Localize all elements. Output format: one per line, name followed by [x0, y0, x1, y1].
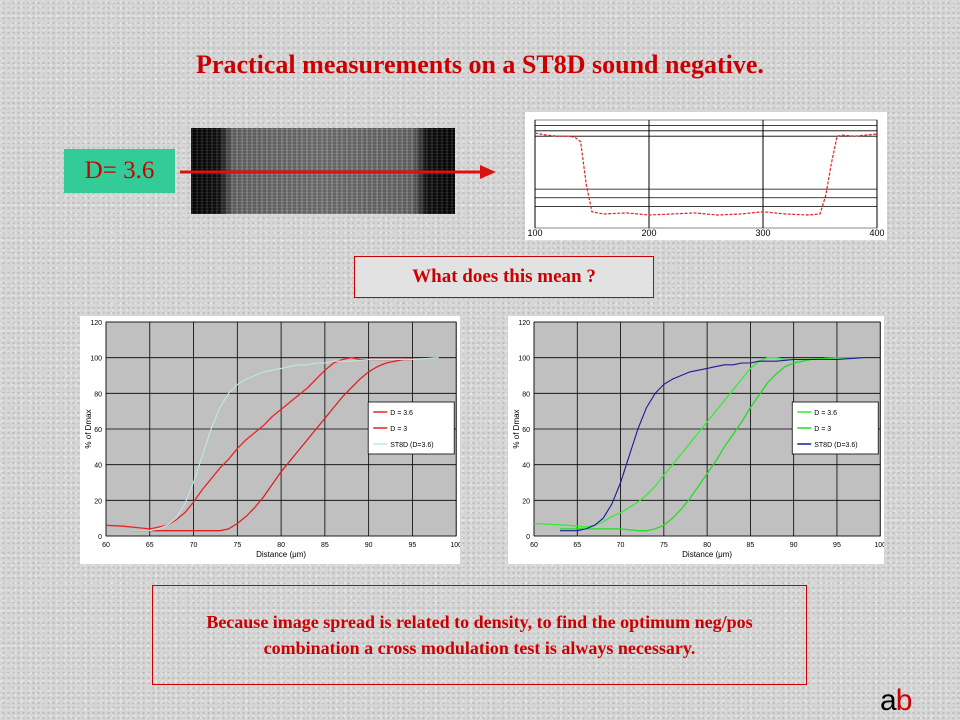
logo-b: b: [895, 684, 913, 717]
logo-a: a: [880, 684, 897, 717]
x-tick-label: 200: [641, 228, 656, 238]
x-tick-label: 80: [703, 542, 711, 549]
conclusion-note: Because image spread is related to densi…: [152, 585, 807, 685]
series-line-1: [560, 357, 863, 532]
x-tick-label: 90: [790, 542, 798, 549]
y-tick-label: 0: [98, 534, 102, 541]
arrow-head-icon: [480, 165, 496, 179]
y-tick-label: 20: [522, 498, 530, 505]
series-line-2: [132, 357, 439, 532]
x-tick-label: 100: [874, 542, 884, 549]
legend-label: D = 3.6: [814, 410, 837, 417]
x-axis-label: Distance (μm): [682, 550, 732, 559]
y-tick-label: 40: [94, 463, 102, 470]
x-tick-label: 60: [102, 542, 110, 549]
x-tick-label: 400: [869, 228, 884, 238]
profile-line-0: [534, 132, 878, 216]
x-tick-label: 300: [755, 228, 770, 238]
x-tick-label: 80: [277, 542, 285, 549]
y-tick-label: 80: [94, 391, 102, 398]
x-tick-label: 65: [573, 542, 581, 549]
scan-arrow: [180, 165, 496, 179]
plot-area: [534, 119, 878, 229]
legend-label: D = 3: [390, 426, 407, 433]
density-profile-chart: 100 200 300 400: [525, 112, 887, 240]
y-tick-label: 40: [522, 463, 530, 470]
x-tick-label: 95: [833, 542, 841, 549]
y-tick-label: 100: [518, 356, 530, 363]
y-tick-label: 60: [94, 427, 102, 434]
density-label: D= 3.6: [64, 149, 175, 193]
x-tick-label: 85: [321, 542, 329, 549]
x-tick-label: 70: [617, 542, 625, 549]
x-tick-label: 60: [530, 542, 538, 549]
y-tick-label: 100: [90, 356, 102, 363]
series-line-2: [560, 357, 863, 532]
question-box: What does this mean ?: [354, 256, 654, 298]
x-tick-label: 100: [450, 542, 460, 549]
y-tick-label: 20: [94, 498, 102, 505]
x-tick-label: 65: [146, 542, 154, 549]
x-tick-label: 75: [233, 542, 241, 549]
legend-label: D = 3.6: [390, 410, 413, 417]
x-tick-label: 70: [190, 542, 198, 549]
x-tick-label: 95: [409, 542, 417, 549]
spread-chart-red: 0 20 40 60 80 100 120 60 65 70 75 80 85 90 95 100 Distan…: [80, 316, 460, 564]
y-tick-label: 80: [522, 391, 530, 398]
x-tick-label: 100: [527, 228, 542, 238]
x-tick-label: 75: [660, 542, 668, 549]
legend-label: ST8D (D=3.6): [814, 442, 857, 449]
legend-label: D = 3: [814, 426, 831, 433]
legend-label: ST8D (D=3.6): [390, 442, 433, 449]
page-title: Practical measurements on a ST8D sound n…: [196, 50, 764, 79]
legend-box: [367, 401, 455, 455]
y-tick-label: 0: [526, 534, 530, 541]
y-axis-label: % of Dmax: [84, 409, 93, 448]
x-tick-label: 85: [747, 542, 755, 549]
x-axis-label: Distance (μm): [256, 550, 306, 559]
y-tick-label: 120: [518, 320, 530, 327]
x-tick-label: 90: [365, 542, 373, 549]
y-axis-label: % of Dmax: [512, 409, 521, 448]
y-tick-label: 120: [90, 320, 102, 327]
series-line-1: [132, 358, 413, 532]
y-tick-label: 60: [522, 427, 530, 434]
spread-chart-green: 0 20 40 60 80 100 120 60 65 70 75 80 85 90 95 100 Distan…: [508, 316, 884, 564]
logo: ab: [880, 684, 913, 718]
